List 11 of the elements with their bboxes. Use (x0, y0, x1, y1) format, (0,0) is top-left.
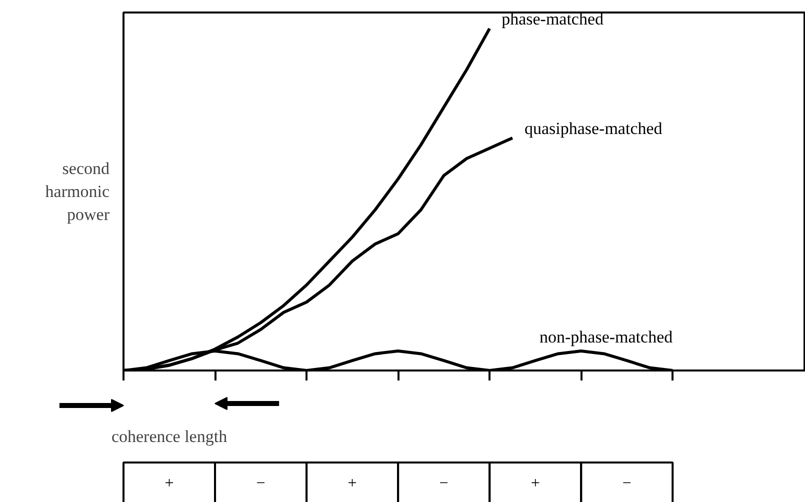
text: coherence length (111, 427, 228, 446)
text: + (164, 475, 174, 492)
text: + (530, 475, 540, 492)
series-label: phase-matched (502, 10, 604, 29)
text: − (256, 475, 266, 492)
text: − (439, 475, 448, 492)
text: + (348, 475, 357, 492)
y-axis-title: second harmonic power (45, 159, 110, 224)
series-label: non-phase-matched (540, 328, 674, 347)
text: − (622, 475, 632, 492)
series-label: quasiphase-matched (524, 118, 663, 138)
